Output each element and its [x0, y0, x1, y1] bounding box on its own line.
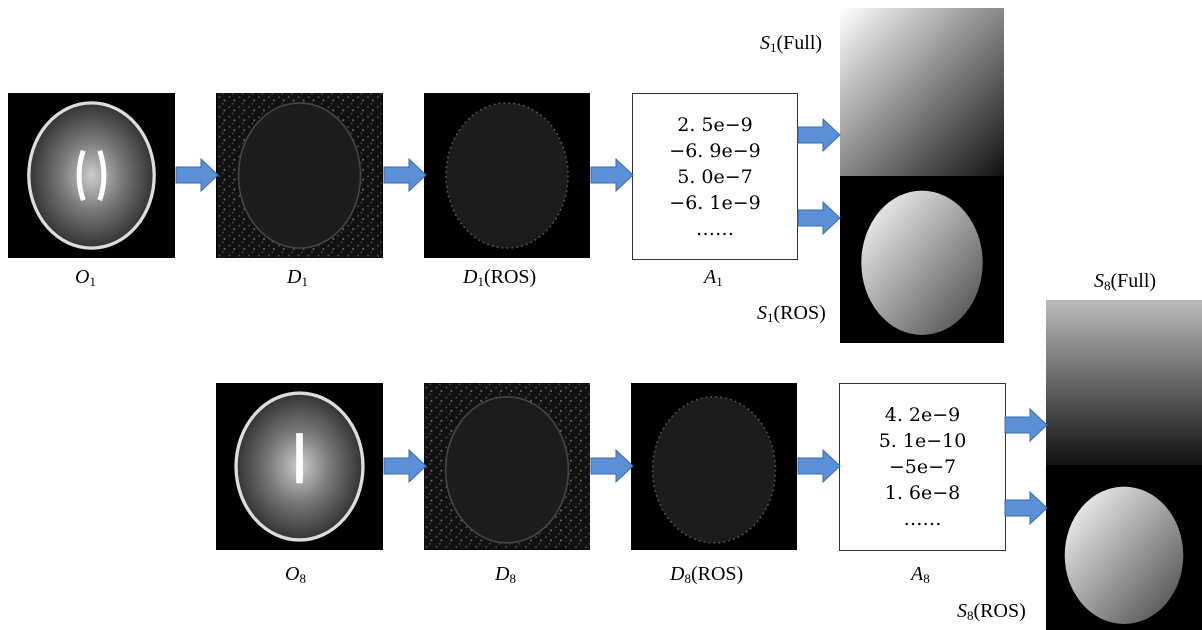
subscript: 1	[89, 274, 96, 289]
coefficient: 5. 1e−10	[879, 428, 967, 454]
mri-image	[216, 383, 383, 550]
arrow	[797, 201, 841, 235]
noise-image	[216, 93, 383, 258]
subscript: 8	[509, 571, 516, 586]
coefficient: ……	[904, 506, 942, 532]
suffix: (ROS)	[691, 563, 743, 585]
coefficient: −6. 1e−9	[669, 190, 760, 216]
label: S1(Full)	[760, 32, 822, 56]
subscript: 8	[299, 571, 306, 586]
arrow	[383, 158, 427, 192]
subscript: 8	[923, 571, 930, 586]
symbol: A	[911, 563, 923, 585]
symbol: A	[704, 266, 716, 288]
symbol: O	[285, 563, 299, 585]
arrow	[590, 449, 634, 483]
suffix: (Full)	[777, 32, 823, 54]
label: D1	[287, 266, 308, 290]
symbol: S	[1094, 270, 1104, 292]
noise-image	[424, 383, 590, 550]
arrow	[797, 118, 841, 152]
symbol: S	[957, 600, 967, 622]
symbol: D	[495, 563, 509, 585]
symbol: D	[287, 266, 301, 288]
arrow	[1004, 408, 1048, 442]
coefficient-box: 2. 5e−9 −6. 9e−9 5. 0e−7 −6. 1e−9 ……	[632, 93, 798, 260]
suffix: (ROS)	[774, 302, 826, 324]
label: A1	[704, 266, 723, 290]
label: S8(Full)	[1094, 270, 1156, 294]
mri-image	[8, 93, 175, 258]
label: S8(ROS)	[957, 600, 1026, 624]
coefficient: 1. 6e−8	[885, 480, 961, 506]
suffix: (ROS)	[484, 266, 536, 288]
arrow	[383, 449, 427, 483]
arrow	[1004, 491, 1048, 525]
symbol: D	[670, 563, 684, 585]
ros-image	[631, 383, 797, 550]
label: D8(ROS)	[670, 563, 743, 587]
arrow	[590, 158, 634, 192]
coefficient-box: 4. 2e−9 5. 1e−10 −5e−7 1. 6e−8 ……	[839, 383, 1006, 551]
arrow	[175, 158, 219, 192]
surface-ros	[840, 176, 1004, 343]
coefficient: −6. 9e−9	[669, 138, 760, 164]
label: O8	[285, 563, 306, 587]
coefficient: −5e−7	[889, 454, 956, 480]
surface-full	[840, 8, 1004, 176]
coefficient: 5. 0e−7	[677, 164, 753, 190]
symbol: D	[463, 266, 477, 288]
surface-ros	[1046, 465, 1202, 630]
ros-image	[424, 93, 590, 258]
label: S1(ROS)	[757, 302, 826, 326]
subscript: 1	[301, 274, 308, 289]
label: D8	[495, 563, 516, 587]
suffix: (ROS)	[974, 600, 1026, 622]
label: O1	[75, 266, 96, 290]
symbol: S	[757, 302, 767, 324]
symbol: O	[75, 266, 89, 288]
page: 2. 5e−9 −6. 9e−9 5. 0e−7 −6. 1e−9 …… 4. …	[0, 0, 1202, 630]
subscript: 1	[716, 274, 723, 289]
coefficient: ……	[696, 216, 734, 242]
suffix: (Full)	[1111, 270, 1157, 292]
label: A8	[911, 563, 930, 587]
surface-full	[1046, 300, 1202, 465]
coefficient: 2. 5e−9	[677, 112, 753, 138]
arrow	[797, 449, 841, 483]
label: D1(ROS)	[463, 266, 536, 290]
coefficient: 4. 2e−9	[885, 402, 961, 428]
symbol: S	[760, 32, 770, 54]
